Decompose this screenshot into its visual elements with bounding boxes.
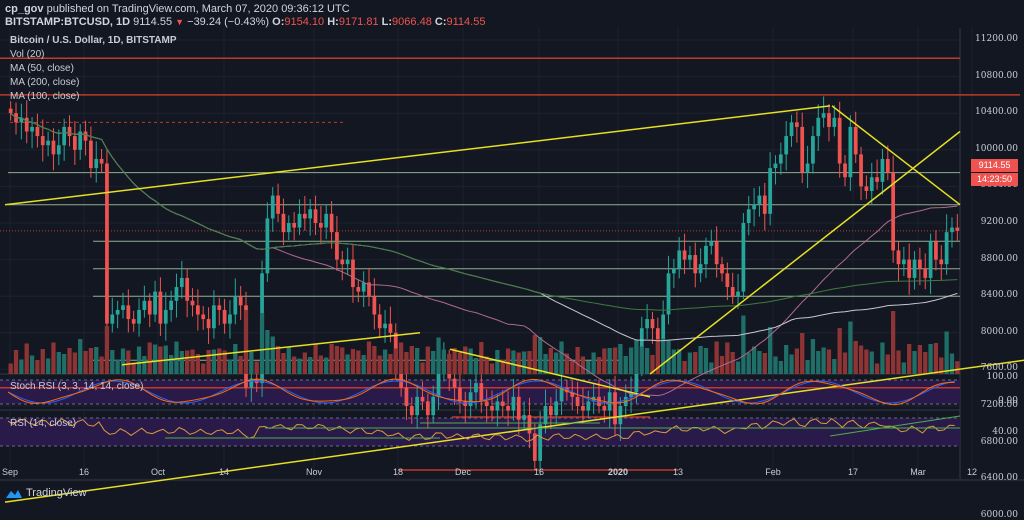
brand-name: TradingView xyxy=(26,487,87,499)
time-tick: Oct xyxy=(150,467,166,477)
legend-ma50[interactable]: MA (50, close) xyxy=(10,63,74,74)
high-label: H: xyxy=(327,16,339,28)
published-text: published on TradingView.com, March 07, … xyxy=(46,3,350,15)
chart-legend: Bitcoin / U.S. Dollar, 1D, BITSTAMP Vol … xyxy=(10,34,177,104)
time-tick: Sep xyxy=(1,467,19,477)
price-tick: 6800.00 xyxy=(980,436,1018,447)
time-tick: 16 xyxy=(78,467,90,477)
time-tick: Nov xyxy=(305,467,323,477)
price-tick: 6400.00 xyxy=(980,473,1018,484)
time-tick: Dec xyxy=(454,467,472,477)
time-tick: 18 xyxy=(392,467,404,477)
close-label: C: xyxy=(434,16,447,28)
low-label: L: xyxy=(381,16,393,28)
price-tick: 7200.00 xyxy=(980,400,1018,410)
price-change: −39.24 (−0.43%) xyxy=(187,16,270,28)
last-price-tag: 9114.55 xyxy=(971,159,1018,172)
open-label: O: xyxy=(272,16,285,28)
time-tick: 17 xyxy=(847,467,859,477)
time-tick: 12 xyxy=(966,467,978,477)
price-tick: 7600.00 xyxy=(980,363,1018,374)
price-chart[interactable] xyxy=(0,28,1024,507)
price-tick: 6000.00 xyxy=(980,509,1018,520)
price-tick: 11200.00 xyxy=(975,34,1018,44)
down-triangle-icon: ▼ xyxy=(175,17,185,27)
indicator-tick: 100.00 xyxy=(986,372,1019,382)
time-tick: 16 xyxy=(533,467,545,477)
time-tick: 14 xyxy=(218,467,230,477)
price-tick: 10800.00 xyxy=(975,70,1018,81)
legend-title: Bitcoin / U.S. Dollar, 1D, BITSTAMP xyxy=(10,35,177,46)
price-tick: 8000.00 xyxy=(980,326,1018,337)
countdown-tag: 14:23:50 xyxy=(971,173,1018,186)
low-value: 9066.48 xyxy=(392,16,432,28)
legend-ma200[interactable]: MA (200, close) xyxy=(10,77,80,88)
time-tick: Mar xyxy=(910,467,926,477)
tradingview-logo[interactable]: TradingView xyxy=(5,487,87,499)
legend-vol[interactable]: Vol (20) xyxy=(10,49,45,60)
price-tick: 10000.00 xyxy=(975,143,1018,154)
chart-header: cp_gov published on TradingView.com, Mar… xyxy=(5,3,485,29)
open-value: 9154.10 xyxy=(284,16,325,28)
time-tick: 2020 xyxy=(607,467,629,477)
time-tick: 13 xyxy=(672,467,684,477)
rsi-label[interactable]: RSI (14, close) xyxy=(10,418,77,429)
price-tick: 8400.00 xyxy=(980,290,1018,301)
author[interactable]: cp_gov xyxy=(5,3,44,15)
price-tick: 10400.00 xyxy=(975,107,1018,118)
time-tick: Feb xyxy=(765,467,781,477)
symbol: BITSTAMP:BTCUSD, 1D xyxy=(5,16,131,28)
price-tick: 8800.00 xyxy=(980,253,1018,264)
indicator-tick: 0.00 xyxy=(997,396,1018,406)
high-value: 9171.81 xyxy=(338,16,379,28)
legend-ma100[interactable]: MA (100, close) xyxy=(10,91,80,102)
tradingview-cloud-icon xyxy=(6,489,22,498)
price-tick: 9200.00 xyxy=(980,217,1018,227)
last-price: 9114.55 xyxy=(133,16,173,28)
stoch-rsi-label[interactable]: Stoch RSI (3, 3, 14, 14, close) xyxy=(10,381,144,392)
close-value: 9114.55 xyxy=(446,16,486,28)
indicator-tick: 40.00 xyxy=(992,427,1018,437)
